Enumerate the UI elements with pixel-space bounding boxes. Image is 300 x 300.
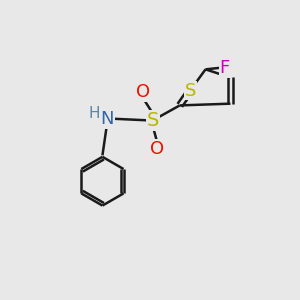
Text: S: S	[184, 82, 196, 100]
Text: O: O	[136, 83, 150, 101]
Text: O: O	[150, 140, 164, 158]
Text: F: F	[220, 59, 230, 77]
Text: N: N	[100, 110, 114, 128]
Text: S: S	[147, 111, 159, 130]
Text: H: H	[89, 106, 100, 121]
